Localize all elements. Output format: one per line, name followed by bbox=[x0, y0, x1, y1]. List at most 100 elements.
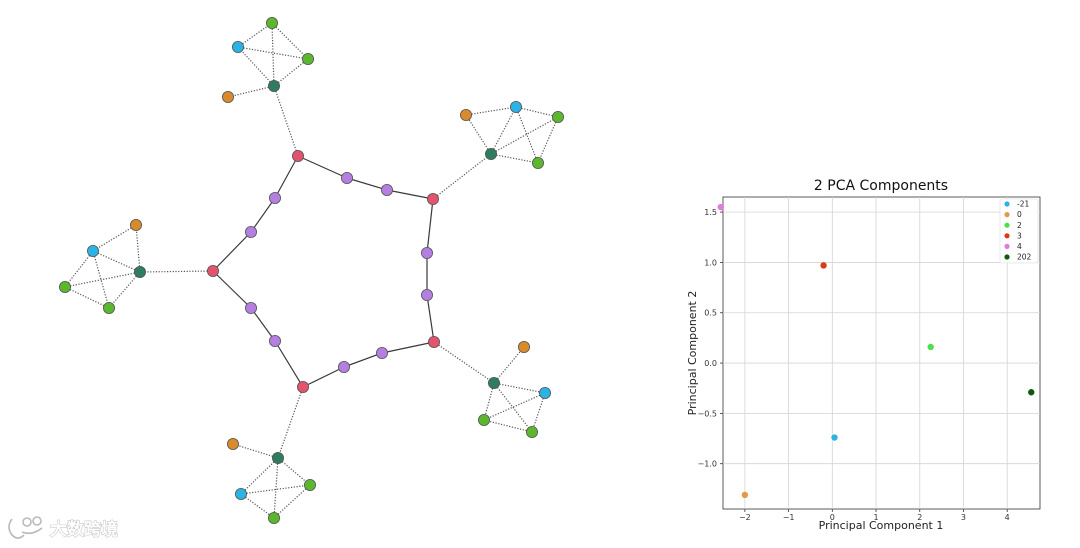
graph-edge bbox=[135, 224, 141, 273]
y-axis-label: Principal Component 2 bbox=[686, 291, 699, 416]
graph-node bbox=[539, 386, 552, 399]
graph-node bbox=[221, 91, 234, 104]
graph-edge bbox=[433, 341, 495, 384]
graph-edge bbox=[274, 155, 299, 199]
watermark-text: 大数跨境 bbox=[50, 519, 118, 540]
graph-edge bbox=[343, 352, 383, 368]
legend-label: 202 bbox=[1017, 253, 1032, 262]
graph-edge bbox=[493, 346, 525, 384]
plot-area bbox=[722, 196, 1041, 510]
watermark-logo-icon bbox=[8, 516, 43, 539]
graph-node bbox=[268, 334, 281, 347]
graph-edge bbox=[302, 366, 345, 388]
y-tick-label: 0.5 bbox=[704, 309, 717, 318]
graph-node bbox=[133, 265, 146, 278]
graph-edge bbox=[273, 85, 299, 157]
legend-marker bbox=[1004, 233, 1010, 239]
graph-node bbox=[87, 244, 100, 257]
legend: -210 23 4 202 bbox=[999, 198, 1039, 264]
graph-edge bbox=[273, 58, 309, 87]
graph-edge bbox=[237, 22, 273, 48]
graph-node bbox=[518, 340, 531, 353]
scatter-point bbox=[927, 343, 934, 351]
y-ticks: −1.0 −0.5 0.0 0.5 1.0 1.5 bbox=[698, 208, 723, 469]
graph-node bbox=[487, 376, 500, 389]
graph-edge bbox=[250, 307, 276, 342]
scatter-point bbox=[741, 491, 749, 499]
legend-label: -21 bbox=[1017, 200, 1029, 209]
graph-edge bbox=[346, 177, 388, 191]
grid bbox=[723, 197, 1040, 509]
graph-node bbox=[477, 413, 490, 426]
graph-edge bbox=[240, 484, 311, 495]
graph-node bbox=[552, 111, 565, 124]
legend-marker bbox=[1004, 201, 1010, 207]
graph-node bbox=[301, 53, 314, 66]
graph-edge bbox=[271, 22, 275, 87]
graph-edge bbox=[483, 382, 495, 421]
graph-node bbox=[206, 264, 219, 277]
graph-node bbox=[226, 437, 239, 450]
graph-edge bbox=[465, 114, 492, 155]
x-axis-label: Principal Component 1 bbox=[819, 519, 944, 532]
graph-edge bbox=[426, 294, 435, 343]
graph-node bbox=[340, 171, 353, 184]
x-tick-label: 3 bbox=[961, 513, 966, 522]
graph-node bbox=[380, 183, 393, 196]
graph-node bbox=[129, 218, 142, 231]
x-tick-label: 1 bbox=[873, 513, 878, 522]
legend-marker bbox=[1004, 243, 1010, 249]
scatter-point bbox=[820, 262, 827, 269]
graph-node bbox=[426, 192, 439, 205]
scatter-points bbox=[717, 203, 1035, 499]
graph-node bbox=[420, 246, 433, 259]
graph-edge bbox=[493, 382, 546, 394]
watermark: 大数跨境 bbox=[8, 516, 118, 540]
graph-edge bbox=[273, 457, 279, 519]
graph-node bbox=[420, 288, 433, 301]
graph-edge bbox=[240, 457, 279, 495]
graph-node bbox=[375, 346, 388, 359]
graph-node bbox=[244, 225, 257, 238]
graph-edge bbox=[483, 419, 533, 433]
x-tick-label: −2 bbox=[739, 513, 751, 522]
graph-edge bbox=[212, 270, 252, 309]
scatter-point bbox=[831, 434, 838, 441]
graph-edge bbox=[515, 106, 559, 118]
legend-label: 0 bbox=[1017, 210, 1022, 219]
x-tick-label: 0 bbox=[830, 513, 835, 522]
graph-node bbox=[337, 360, 350, 373]
graph-edge bbox=[212, 231, 252, 272]
graph-edge bbox=[139, 270, 214, 273]
y-tick-label: 1.0 bbox=[704, 258, 717, 267]
scatter-point bbox=[717, 203, 725, 211]
legend-label: 4 bbox=[1017, 242, 1022, 251]
graph-edge bbox=[92, 250, 141, 273]
x-tick-label: 4 bbox=[1005, 513, 1010, 522]
graph-node bbox=[303, 478, 316, 491]
graph-edge bbox=[108, 271, 141, 309]
graph-edge bbox=[237, 46, 309, 60]
pca-scatter-chart: −2 −1 0 1 2 3 4 −1.0−0.50.00.51.01.5 -21023420… bbox=[686, 178, 1041, 532]
legend-label: 3 bbox=[1017, 231, 1022, 240]
graph-edge bbox=[465, 106, 517, 116]
graph-node bbox=[484, 147, 497, 160]
network-graph bbox=[59, 16, 565, 525]
graph-edge bbox=[490, 153, 539, 164]
graph-node bbox=[291, 149, 304, 162]
graph-node bbox=[296, 380, 309, 393]
legend-marker bbox=[1004, 222, 1010, 228]
graph-edge bbox=[273, 484, 311, 519]
legend-marker bbox=[1004, 212, 1010, 218]
x-ticks: −2 −1 0 1 2 3 4 bbox=[739, 509, 1010, 522]
graph-edge bbox=[386, 189, 434, 200]
graph-node bbox=[234, 487, 247, 500]
graph-edge bbox=[277, 457, 311, 486]
graph-edge bbox=[381, 341, 435, 354]
scatter-point bbox=[1028, 389, 1035, 396]
graph-edge bbox=[432, 153, 492, 200]
y-tick-label: −0.5 bbox=[698, 409, 717, 418]
y-tick-label: 1.5 bbox=[704, 208, 717, 217]
graph-node bbox=[271, 451, 284, 464]
graph-edge bbox=[250, 197, 276, 233]
